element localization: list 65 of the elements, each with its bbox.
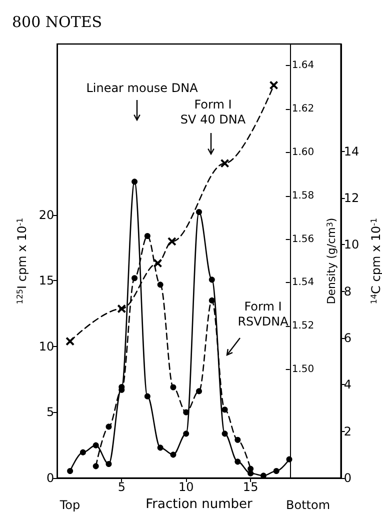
point [132, 178, 138, 185]
y-axis-title: 125I cpm x 10-1 [15, 218, 29, 304]
point [67, 468, 74, 474]
y2-tick-label: 1.64 [292, 60, 314, 72]
y3-tick-label: 10 [344, 238, 360, 252]
y-tick-label: 15 [38, 274, 54, 288]
point [273, 468, 280, 474]
y3-tick-label: 14 [344, 144, 360, 158]
y2-tick-label: 1.58 [292, 190, 314, 202]
point [208, 276, 215, 283]
y-tick-label: 10 [38, 339, 54, 354]
point [220, 159, 229, 168]
y-tick-label: 0 [46, 471, 54, 485]
y2-axis-title: Density (g/cm3) [324, 218, 338, 304]
point [106, 424, 112, 430]
y2-tick-label: 1.52 [292, 320, 314, 332]
y2-tick-label: 1.56 [292, 234, 314, 245]
x-tick-label: 15 [242, 480, 258, 494]
point [234, 436, 241, 443]
y2-tick-label: 1.54 [292, 277, 314, 288]
point [222, 406, 228, 413]
y3-tick-label: 8 [344, 284, 352, 298]
point [183, 409, 190, 416]
point [132, 275, 138, 282]
y3-tick-label: 0 [344, 471, 352, 485]
point [118, 304, 126, 313]
point [170, 384, 176, 390]
y3-tick-label: 2 [344, 424, 352, 438]
annotation: Form I RSVDNA [238, 300, 290, 328]
y3-tick-label: 4 [344, 378, 352, 392]
y2-tick-label: 1.62 [292, 104, 314, 115]
point [222, 430, 228, 437]
annotation: Linear mouse DNA [86, 81, 199, 95]
point [270, 81, 278, 90]
y3-tick-label: 6 [344, 331, 352, 345]
point [144, 233, 150, 240]
annotation: Form I SV 40 DNA [180, 98, 246, 126]
point [196, 388, 202, 394]
point [196, 209, 202, 215]
text: 800 NOTES [12, 13, 102, 31]
point [66, 337, 74, 346]
y-tick-label: 5 [46, 405, 54, 420]
point [157, 282, 164, 288]
x-axis-title: Fraction number [146, 496, 254, 512]
point [80, 449, 86, 456]
x-tick-label: 5 [118, 480, 126, 494]
point [208, 297, 215, 304]
y2-tick-label: 1.60 [292, 147, 314, 158]
point [144, 393, 150, 400]
point [170, 452, 176, 458]
point [168, 237, 176, 246]
text: Top [58, 498, 80, 512]
y3-tick-label: 12 [344, 191, 360, 205]
y-tick-label: 20 [38, 208, 54, 222]
point [234, 458, 241, 465]
x-tick-label: 10 [178, 480, 194, 494]
y2-tick-label: 1.50 [292, 364, 314, 375]
point [92, 463, 99, 470]
point [157, 444, 164, 451]
point [92, 442, 99, 448]
point [154, 259, 162, 268]
point [286, 456, 292, 462]
text: Bottom [286, 498, 330, 512]
point [106, 461, 112, 467]
point [183, 430, 190, 437]
